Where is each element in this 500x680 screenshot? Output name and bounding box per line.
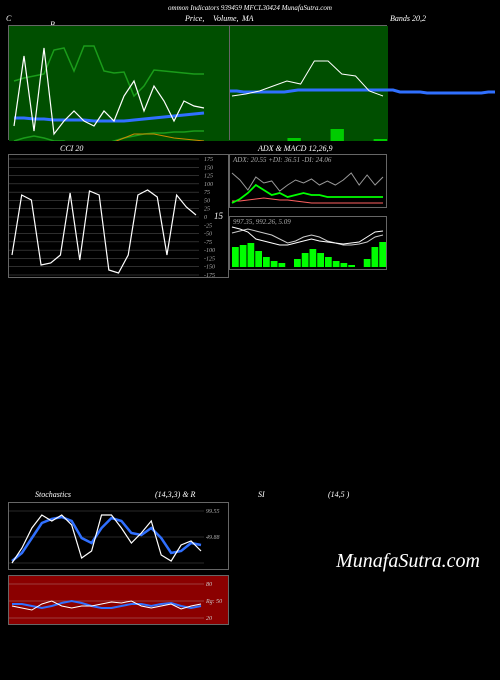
watermark: MunafaSutra.com <box>336 550 480 573</box>
svg-text:150: 150 <box>204 165 213 171</box>
svg-text:25: 25 <box>204 207 210 213</box>
svg-text:-150: -150 <box>204 265 215 271</box>
svg-text:-175: -175 <box>204 273 215 279</box>
page-header: ommon Indicators 939459 MFCL30424 Munafa… <box>0 4 500 12</box>
stoch-title: Stochastics <box>35 490 71 499</box>
svg-text:-25: -25 <box>204 223 212 229</box>
bands-label: Bands 20,2 <box>390 14 426 23</box>
svg-text:Rg: 50: Rg: 50 <box>205 599 222 605</box>
svg-text:49.88: 49.88 <box>206 534 220 541</box>
rsi-chart: 80 Rg: 50 20 <box>8 575 229 625</box>
adx-title: ADX & MACD 12,26,9 <box>258 144 332 153</box>
svg-text:-100: -100 <box>204 248 215 254</box>
svg-text:100: 100 <box>204 182 213 188</box>
svg-text:125: 125 <box>204 174 213 180</box>
macd-chart: 997.35, 992.26, 5.09 <box>229 216 387 270</box>
adx-chart: ADX: 20.55 +DI: 36.51 -DI: 24.06 <box>229 154 387 208</box>
price-chart-right <box>229 25 387 140</box>
svg-text:0: 0 <box>204 215 207 221</box>
stoch-right: (14,5 ) <box>328 490 349 499</box>
stoch-params: (14,3,3) & R <box>155 490 195 499</box>
c-label: C <box>6 14 11 23</box>
svg-text:15: 15 <box>214 211 224 221</box>
svg-text:99.55: 99.55 <box>206 509 220 515</box>
svg-text:75: 75 <box>204 190 210 196</box>
svg-text:-125: -125 <box>204 256 215 262</box>
cci-title: CCI 20 <box>60 144 83 153</box>
price-title-1: Price, <box>185 14 204 23</box>
svg-text:80: 80 <box>206 582 212 588</box>
cci-chart: 175 150 125 100 75 50 25 0 -25 -50 -75 -100 -125 -150… <box>8 154 229 278</box>
price-title-2: Volume, <box>213 14 239 23</box>
svg-text:175: 175 <box>204 157 213 163</box>
svg-text:20: 20 <box>206 616 212 622</box>
svg-text:-50: -50 <box>204 232 212 238</box>
stoch-chart: 99.55 49.88 <box>8 502 229 570</box>
price-chart-left <box>8 25 229 140</box>
svg-text:50: 50 <box>204 198 210 204</box>
svg-text:-75: -75 <box>204 240 212 246</box>
stoch-si: SI <box>258 490 265 499</box>
price-title-3: MA <box>242 14 254 23</box>
